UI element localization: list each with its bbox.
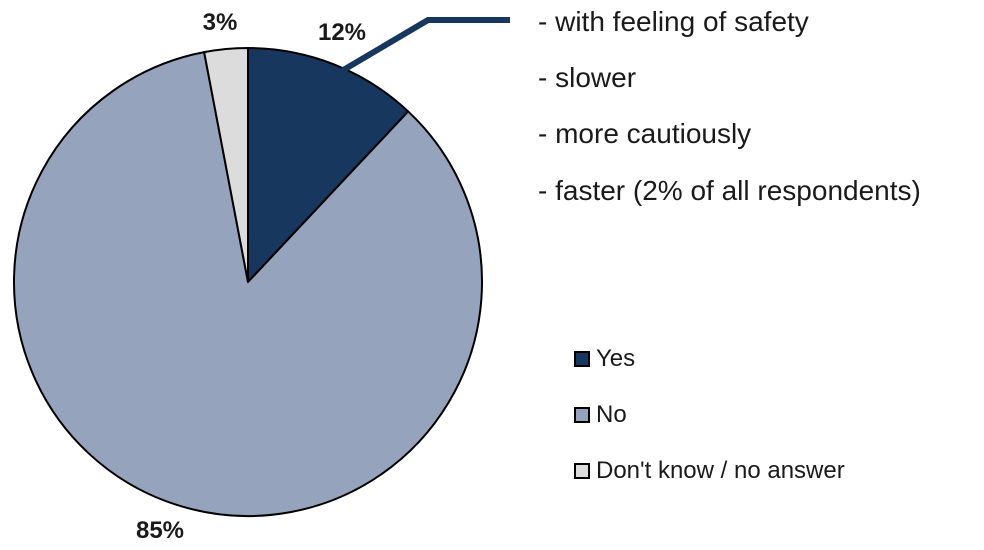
legend-label: Don't know / no answer (596, 457, 845, 484)
pie-slice-yes (247, 47, 410, 283)
annotation-line: - more cautiously (538, 118, 752, 149)
legend-label: Yes (596, 345, 636, 372)
slice-percentage-label: 85% (136, 517, 184, 544)
legend-label: No (596, 401, 627, 428)
legend-item-yes: Yes (574, 345, 845, 373)
legend-item-dont-know: Don't know / no answer (574, 457, 845, 485)
callout-leader-line (338, 17, 510, 75)
pie-slice-don-t-know-no-answer (203, 46, 249, 283)
legend: Yes No Don't know / no answer (574, 345, 845, 513)
slice-percentage-label: 12% (318, 19, 366, 46)
annotation-line: - with feeling of safety (538, 6, 809, 37)
legend-swatch-dont-know (574, 463, 590, 479)
annotation-line: - slower (538, 62, 637, 93)
legend-swatch-no (574, 407, 590, 423)
percentage-labels: 12% 85% 3% (136, 9, 366, 544)
slice-percentage-label: 3% (203, 9, 238, 36)
legend-item-no: No (574, 401, 845, 429)
pie-slice-no (13, 51, 483, 517)
annotation-line: - faster (2% of all respondents) (538, 175, 921, 206)
legend-swatch-yes (574, 351, 590, 367)
pie-slices (13, 46, 483, 517)
